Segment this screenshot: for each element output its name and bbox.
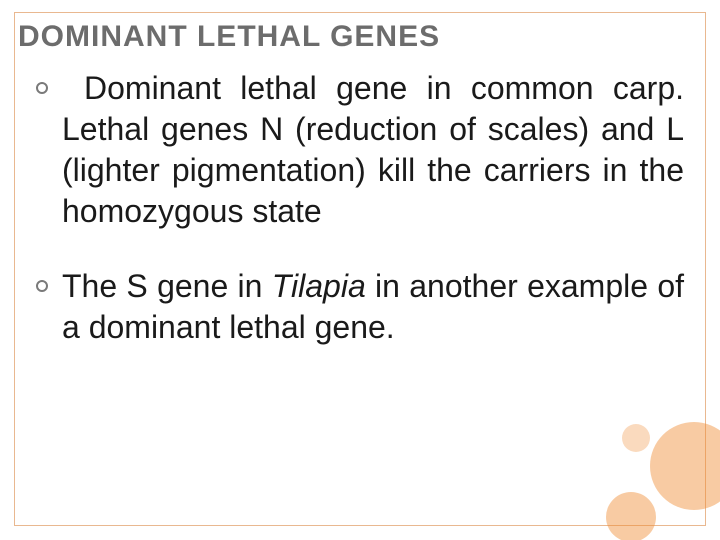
decor-circle-icon — [650, 422, 720, 510]
bullet-text: Dominant lethal gene in common carp. Let… — [62, 68, 684, 232]
decor-circle-icon — [622, 424, 650, 452]
bullet-icon — [36, 280, 48, 292]
list-item: Dominant lethal gene in common carp. Let… — [36, 68, 684, 232]
bullet-text: The S gene in Tilapia in another example… — [62, 266, 684, 348]
list-item: The S gene in Tilapia in another example… — [36, 266, 684, 348]
slide-title: DOMINANT LETHAL GENES — [14, 12, 706, 60]
slide: DOMINANT LETHAL GENES Dominant lethal ge… — [0, 0, 720, 540]
decor-circle-icon — [606, 492, 656, 540]
bullet-icon — [36, 82, 48, 94]
slide-content: Dominant lethal gene in common carp. Let… — [14, 60, 706, 348]
